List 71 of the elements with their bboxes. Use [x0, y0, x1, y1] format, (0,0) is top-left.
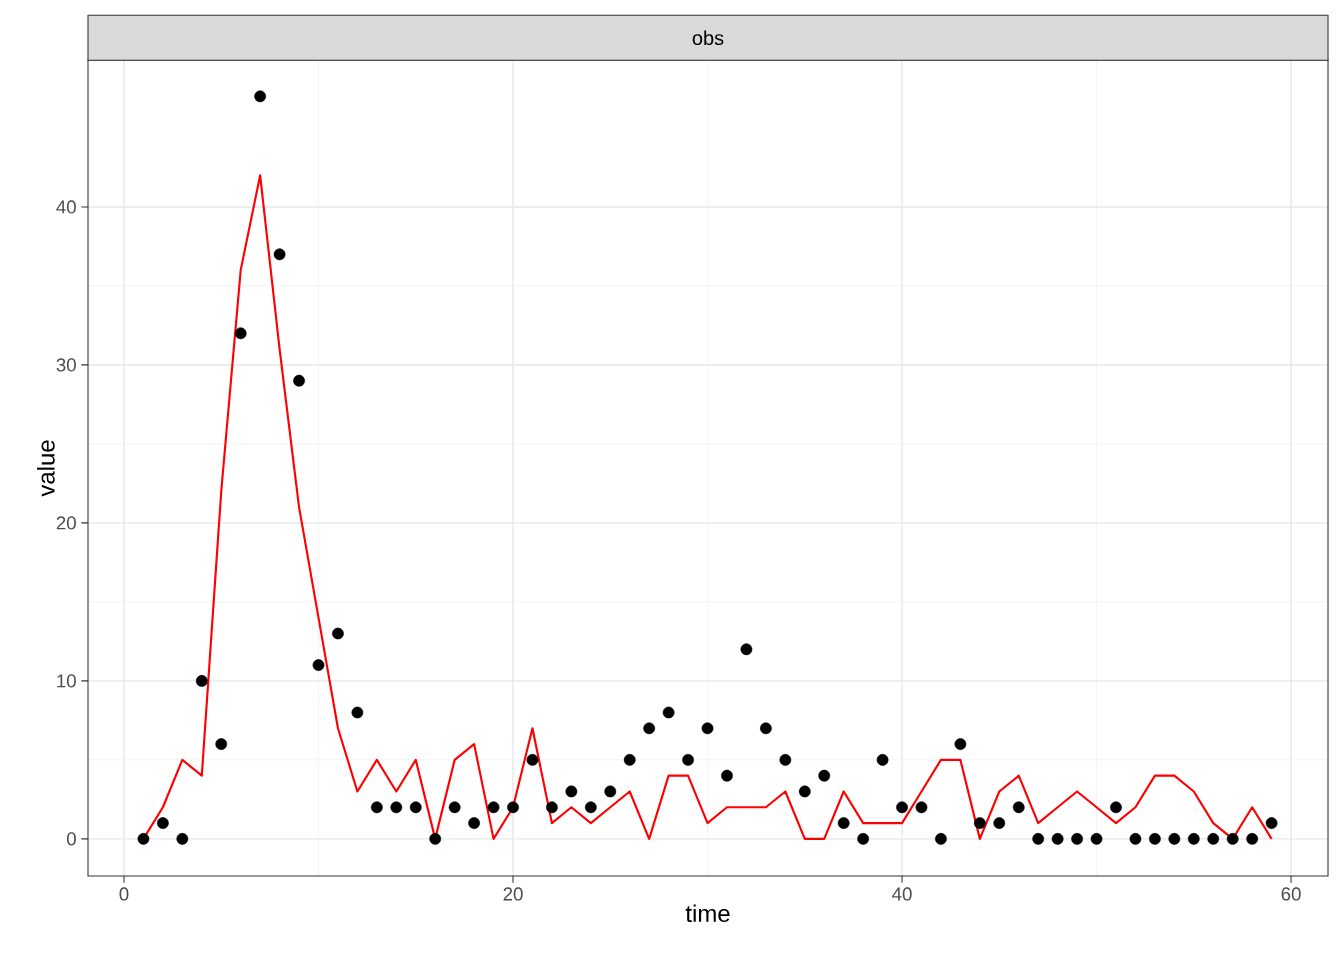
point	[740, 643, 753, 656]
point	[1012, 801, 1025, 814]
point	[157, 817, 169, 829]
point	[935, 833, 947, 845]
point	[312, 659, 325, 671]
point	[584, 801, 597, 814]
point	[137, 833, 150, 845]
point	[487, 801, 500, 814]
point	[1149, 833, 1161, 845]
point	[1207, 833, 1220, 845]
point	[701, 722, 714, 735]
point	[954, 738, 967, 750]
point	[429, 833, 442, 845]
point	[351, 706, 364, 719]
point	[273, 248, 286, 261]
point	[195, 675, 208, 687]
point	[332, 627, 344, 640]
point	[507, 801, 519, 814]
point	[468, 817, 480, 829]
y-tick-label: 10	[57, 674, 76, 688]
point	[973, 817, 986, 829]
x-axis-title: time	[685, 904, 730, 923]
point	[721, 769, 733, 782]
point	[876, 754, 889, 766]
point	[623, 754, 636, 766]
point	[1129, 833, 1142, 845]
point	[818, 769, 831, 782]
point	[993, 817, 1006, 829]
point	[798, 785, 811, 798]
point	[1110, 801, 1122, 814]
x-tick-label: 40	[892, 887, 912, 901]
y-axis-title: value	[37, 440, 55, 497]
x-tick-label: 0	[119, 887, 129, 901]
point	[857, 833, 869, 845]
y-tick-label: 0	[66, 832, 76, 846]
point	[234, 327, 247, 340]
point	[448, 801, 461, 814]
point	[293, 374, 305, 387]
point	[604, 785, 617, 798]
point	[682, 754, 694, 766]
point	[1187, 833, 1200, 845]
point	[254, 90, 267, 103]
point	[215, 738, 228, 750]
point	[546, 801, 558, 814]
point	[1071, 833, 1083, 845]
point	[1226, 833, 1239, 845]
point	[896, 801, 908, 814]
point	[176, 833, 189, 845]
y-tick-label: 40	[56, 200, 76, 214]
point	[526, 754, 539, 766]
point	[837, 817, 850, 829]
point	[760, 722, 772, 735]
point	[915, 801, 928, 814]
point	[370, 801, 383, 814]
point	[1246, 833, 1259, 845]
point	[1051, 833, 1064, 845]
point	[779, 754, 792, 766]
point	[409, 801, 422, 814]
point	[1032, 833, 1045, 845]
point	[390, 801, 403, 814]
point	[1168, 833, 1181, 845]
x-tick-label: 20	[503, 887, 523, 901]
point	[662, 706, 675, 719]
y-tick-label: 20	[56, 516, 76, 530]
point	[1265, 817, 1278, 829]
x-tick-label: 60	[1281, 887, 1301, 901]
point	[643, 722, 656, 735]
chart-title: obs	[692, 30, 724, 46]
point	[565, 785, 578, 798]
point	[1090, 833, 1103, 845]
y-tick-label: 30	[56, 358, 76, 372]
